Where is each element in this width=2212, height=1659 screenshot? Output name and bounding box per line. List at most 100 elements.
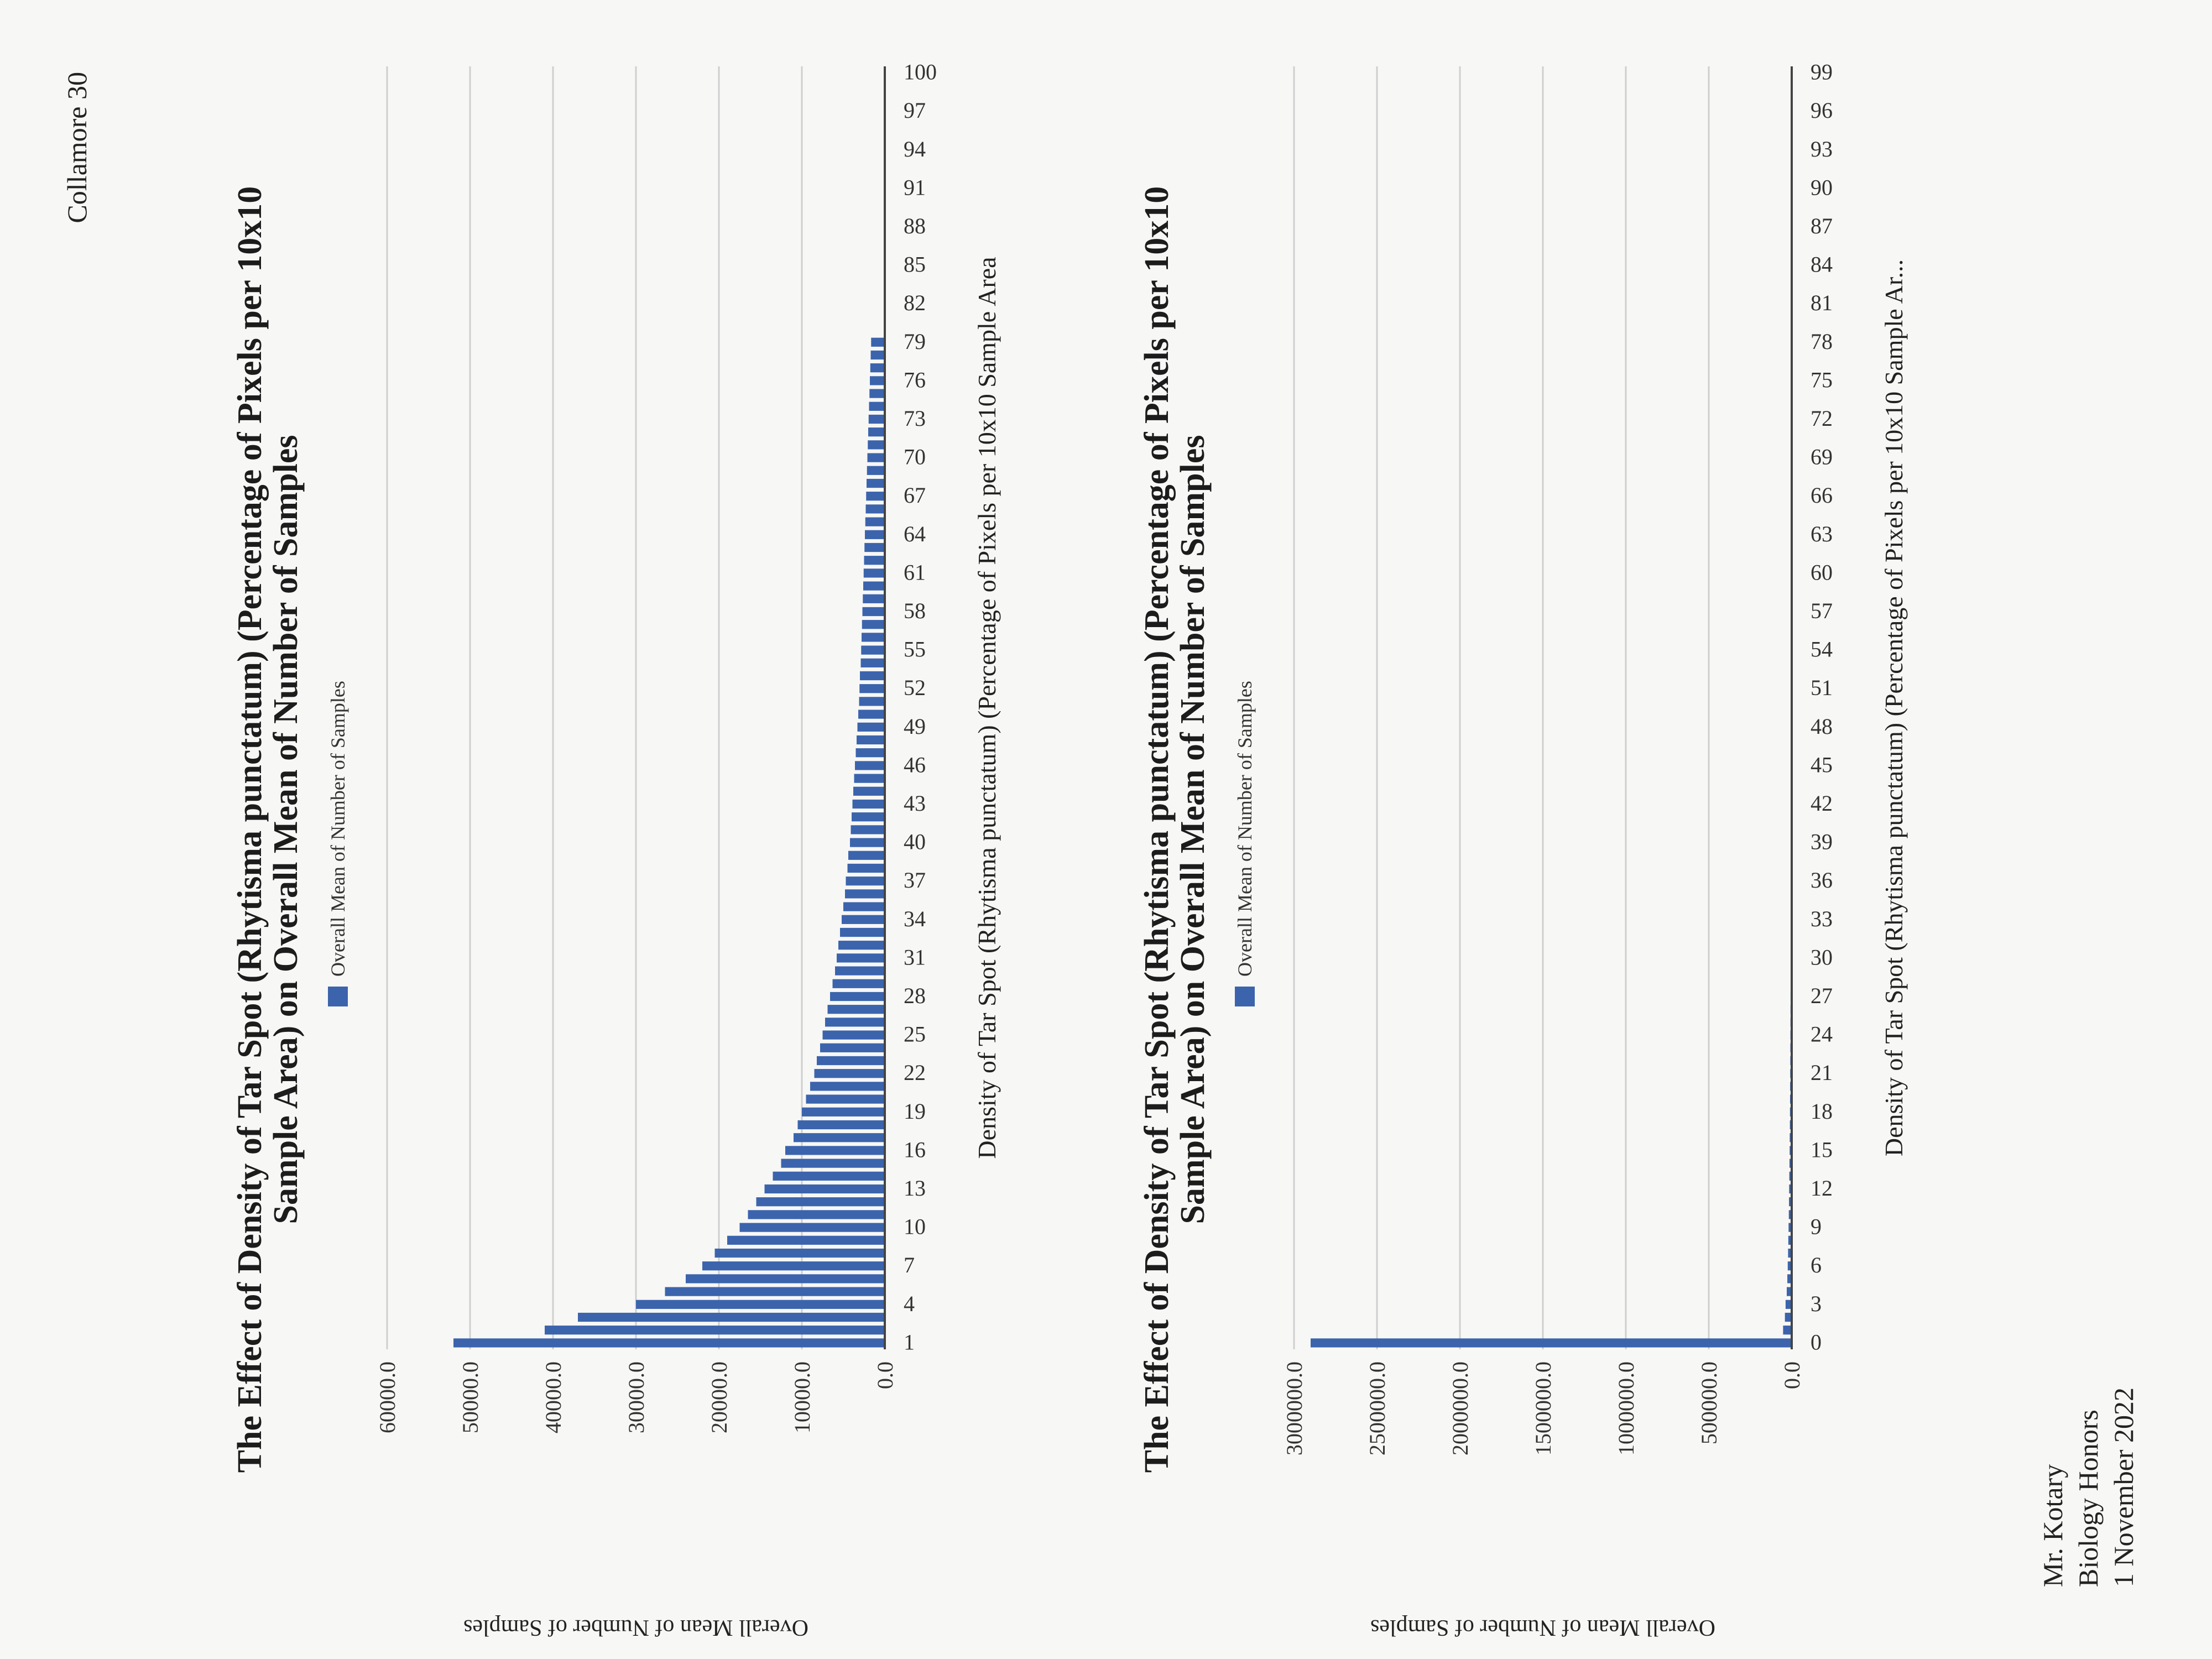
x-tick-label: 78 [1811,329,1833,354]
x-tick-label: 36 [1811,868,1833,893]
x-tick-label: 87 [1811,213,1833,238]
bar [714,1248,885,1258]
bar [810,1082,885,1091]
bar [764,1184,885,1194]
bar [727,1235,885,1245]
x-tick-label: 4 [904,1291,915,1316]
bar [773,1171,885,1181]
bar [863,568,885,578]
chart-1-plot: 0.0 10000.0 20000.0 30000.0 40000.0 50000.0 60… [375,60,1001,1640]
footer-date: 1 November 2022 [2108,1387,2139,1587]
bar [868,440,885,450]
x-tick-label: 49 [904,714,926,739]
bar [748,1210,885,1219]
x-tick-label: 31 [904,945,926,969]
x-tick-label: 63 [1811,521,1833,546]
x-tick-label: 24 [1811,1022,1833,1047]
x-tick-label: 12 [1811,1176,1833,1201]
bar [825,1018,885,1027]
footer-teacher: Mr. Kotary [2037,1464,2068,1587]
x-tick-label: 72 [1811,406,1833,431]
bar [846,877,885,886]
bar [838,941,885,950]
bar [842,915,885,924]
y-tick-label: 40000.0 [541,1361,566,1433]
chart-2-title: The Effect of Density of Tar Spot (Rhyti… [1138,186,1212,1473]
bar [865,530,885,539]
bar [869,389,885,398]
bar [848,851,885,860]
bar [739,1223,885,1232]
bar [756,1197,885,1207]
x-tick-label: 61 [904,560,926,585]
x-tick-label: 37 [904,868,926,893]
bar [794,1133,885,1142]
bar [1783,1326,1792,1335]
x-tick-label: 85 [904,252,926,277]
x-tick-label: 81 [1811,290,1833,315]
x-tick-label: 57 [1811,598,1833,623]
x-tick-label: 25 [904,1022,926,1047]
x-tick-label: 70 [904,445,926,469]
x-tick-label: 19 [904,1099,926,1124]
x-tick-label: 55 [904,637,926,662]
bar [806,1094,885,1104]
bar [859,684,885,693]
bar [870,376,885,385]
x-tick-label: 52 [904,675,926,700]
bar [863,594,885,603]
chart-2-plot: 0.0 500000.0 1000000.0 1500000.0 2000000.0 25… [1282,60,1908,1640]
x-tick-label: 34 [904,906,926,931]
x-axis-title: Density of Tar Spot (Rhytisma punctatum)… [1880,259,1908,1156]
bar [686,1274,885,1284]
x-tick-label: 40 [904,830,926,854]
bar [830,992,885,1001]
chart-1-title: The Effect of Density of Tar Spot (Rhyti… [231,186,305,1473]
bar [852,799,885,809]
x-tick-label: 69 [1811,445,1833,469]
bar [843,902,885,911]
bar [578,1312,885,1322]
x-tick-label: 45 [1811,752,1833,777]
x-tick-label: 90 [1811,175,1833,200]
x-tick-label: 51 [1811,675,1833,700]
x-tick-label: 97 [904,98,926,123]
x-tick-label: 88 [904,213,926,238]
x-tick-label: 46 [904,752,926,777]
bar [453,1338,885,1348]
chart-2-legend-swatch [1235,987,1255,1006]
x-tick-label: 43 [904,791,926,816]
y-axis-title: Overall Mean of Number of Samples [1370,1615,1715,1640]
bar [868,414,885,424]
x-tick-label: 82 [904,290,926,315]
bar [854,774,885,783]
y-axis-title: Overall Mean of Number of Samples [463,1615,808,1640]
x-tick-label: 42 [1811,791,1833,816]
x-tick-label: 100 [904,60,937,85]
x-tick-label: 21 [1811,1060,1833,1085]
x-tick-label: 22 [904,1060,926,1085]
bar [797,1120,885,1130]
bar [781,1159,885,1168]
bar [870,363,885,373]
bar [1311,1338,1792,1348]
x-tick-label: 64 [904,521,926,546]
y-tick-label: 500000.0 [1697,1361,1721,1444]
x-tick-label: 79 [904,329,926,354]
bar [857,735,885,745]
page-footer: Mr. Kotary Biology Honors 1 November 202… [2035,1387,2141,1587]
x-tick-label: 96 [1811,98,1833,123]
bar [861,645,885,655]
x-tick-label: 15 [1811,1137,1833,1162]
bar [636,1300,885,1309]
x-tick-label: 75 [1811,367,1833,392]
chart-2-legend: Overall Mean of Number of Samples [1233,681,1256,1006]
bar [868,427,885,437]
bar [869,401,885,411]
bar [1787,1287,1792,1296]
y-tick-label: 2500000.0 [1365,1361,1390,1455]
x-tick-label: 33 [1811,906,1833,931]
x-tick-label: 73 [904,406,926,431]
chart-1-legend-swatch [328,987,348,1006]
y-tick-label: 30000.0 [624,1361,649,1433]
